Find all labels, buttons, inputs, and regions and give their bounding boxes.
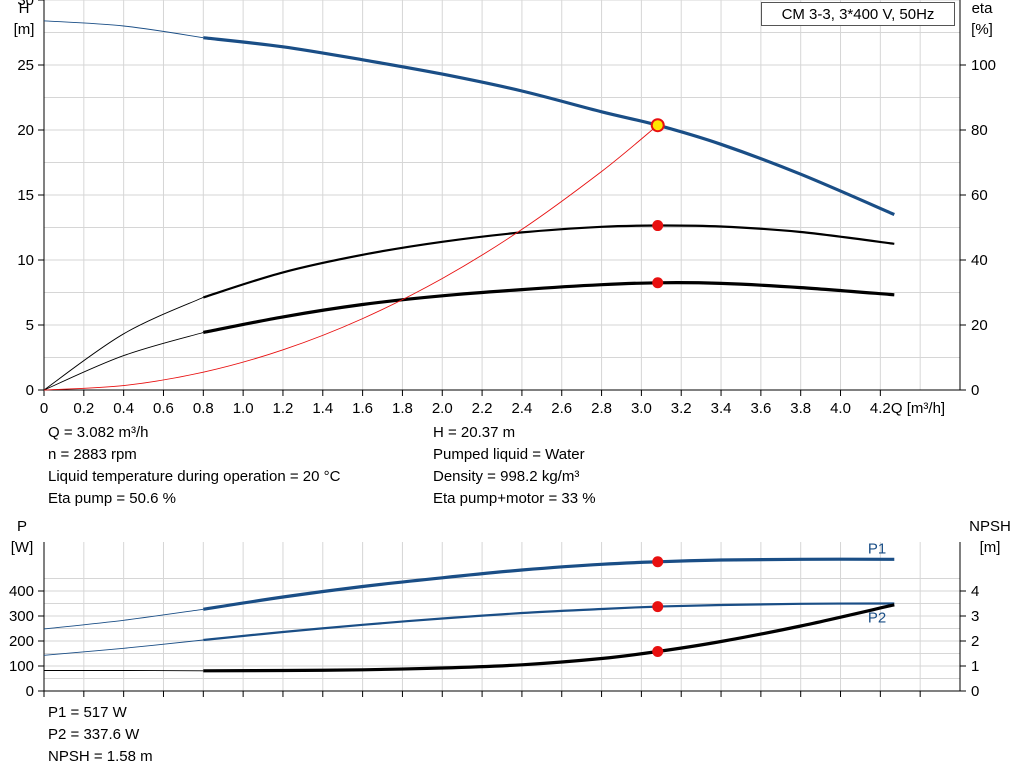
operating-point-info-right: H = 20.37 m Pumped liquid = Water Densit… [433,422,596,510]
y-axis-unit: [W] [11,539,34,556]
x-tick-label: 0 [40,400,48,417]
y-tick-label: 0 [26,382,34,399]
series-P1-line [203,557,895,611]
info-p1: P1 = 517 W [48,704,127,721]
y-tick-label: 200 [9,633,34,650]
y-right-tick-label: 20 [971,317,988,334]
x-tick-label: 2.6 [551,400,572,417]
info-density: Density = 998.2 kg/m³ [433,468,580,485]
info-eta-pump-motor: Eta pump+motor = 33 % [433,490,596,507]
series-eta_pump-line [202,224,895,299]
x-tick-label: 0.6 [153,400,174,417]
y-tick-label: 0 [26,683,34,700]
x-tick-label: 0.8 [193,400,214,417]
y-tick-label: 5 [26,317,34,334]
series-P1-extrapolated-line [43,608,204,630]
x-tick-label: 3.0 [631,400,652,417]
x-tick-label: 3.4 [711,400,732,417]
y-tick-label: 10 [17,252,34,269]
series-P2-extrapolated-line [43,639,204,656]
series-system_curve-line [43,124,658,391]
y-right-tick-label: 4 [971,583,979,600]
info-speed: n = 2883 rpm [48,446,137,463]
x-tick-label: 1.6 [352,400,373,417]
info-eta-pump: Eta pump = 50.6 % [48,490,176,507]
series-P2-line [203,602,895,642]
y-right-tick-label: 0 [971,382,979,399]
x-tick-label: 2.4 [511,400,532,417]
y-axis-unit: [m] [14,21,35,38]
x-tick-label: 2.0 [432,400,453,417]
series-eta_pump-extrapolated-line [43,296,204,391]
info-p2: P2 = 337.6 W [48,726,140,743]
operating-point-marker [652,220,664,232]
y-tick-label: 30 [17,0,34,9]
series-head-line [203,36,895,216]
y-right-axis-label: eta [972,0,994,17]
x-tick-label: 2.2 [472,400,493,417]
y-right-tick-label: 2 [971,633,979,650]
series-eta_pump_motor-line [202,281,895,335]
y-right-axis-unit: [%] [971,21,993,38]
series-head-extrapolated-line [43,20,204,39]
x-tick-label: 1.4 [312,400,333,417]
x-tick-label: 4.2 [870,400,891,417]
series-eta_pump_motor-extrapolated-line [43,332,204,391]
y-right-tick-label: 100 [971,57,996,74]
x-tick-label: 2.8 [591,400,612,417]
y-tick-label: 15 [17,187,34,204]
y-right-axis-unit: [m] [980,539,1001,556]
x-tick-label: 1.8 [392,400,413,417]
y-right-tick-label: 40 [971,252,988,269]
y-tick-label: 20 [17,122,34,139]
info-liquid-temperature: Liquid temperature during operation = 20… [48,468,341,485]
info-flow: Q = 3.082 m³/h [48,424,149,441]
y-tick-label: 100 [9,658,34,675]
series-label-P1: P1 [868,540,886,557]
x-tick-label: 4.0 [830,400,851,417]
y-right-tick-label: 0 [971,683,979,700]
x-tick-label: 0.4 [113,400,134,417]
x-tick-label: 3.8 [790,400,811,417]
x-tick-label: 3.2 [671,400,692,417]
y-axis-label: P [17,518,27,535]
pump-model-box: CM 3-3, 3*400 V, 50Hz [761,2,955,26]
y-right-tick-label: 60 [971,187,988,204]
duty-point-marker [650,118,665,133]
y-right-axis-label: NPSH [969,518,1011,535]
y-right-tick-label: 3 [971,608,979,625]
y-axis-label: H [19,0,30,17]
info-head: H = 20.37 m [433,424,516,441]
operating-point-marker [652,646,664,657]
info-npsh: NPSH = 1.58 m [48,748,153,765]
operating-point-marker [652,556,664,568]
power-info: P1 = 517 W P2 = 337.6 W NPSH = 1.58 m [48,702,153,768]
info-pumped-liquid: Pumped liquid = Water [433,446,585,463]
y-tick-label: 300 [9,608,34,625]
x-tick-label: 1.2 [273,400,294,417]
y-right-tick-label: 1 [971,658,979,675]
x-tick-label: 1.0 [233,400,254,417]
x-tick-label: 3.6 [750,400,771,417]
x-tick-label: 0.2 [73,400,94,417]
x-axis-label: Q [m³/h] [891,400,945,417]
y-right-tick-label: 80 [971,122,988,139]
y-tick-label: 25 [17,57,34,74]
operating-point-marker [652,601,664,613]
series-NPSH-line [203,603,895,673]
y-tick-label: 400 [9,583,34,600]
series-label-P2: P2 [868,610,886,627]
operating-point-info-left: Q = 3.082 m³/h n = 2883 rpm Liquid tempe… [48,422,340,510]
operating-point-marker [652,277,664,289]
